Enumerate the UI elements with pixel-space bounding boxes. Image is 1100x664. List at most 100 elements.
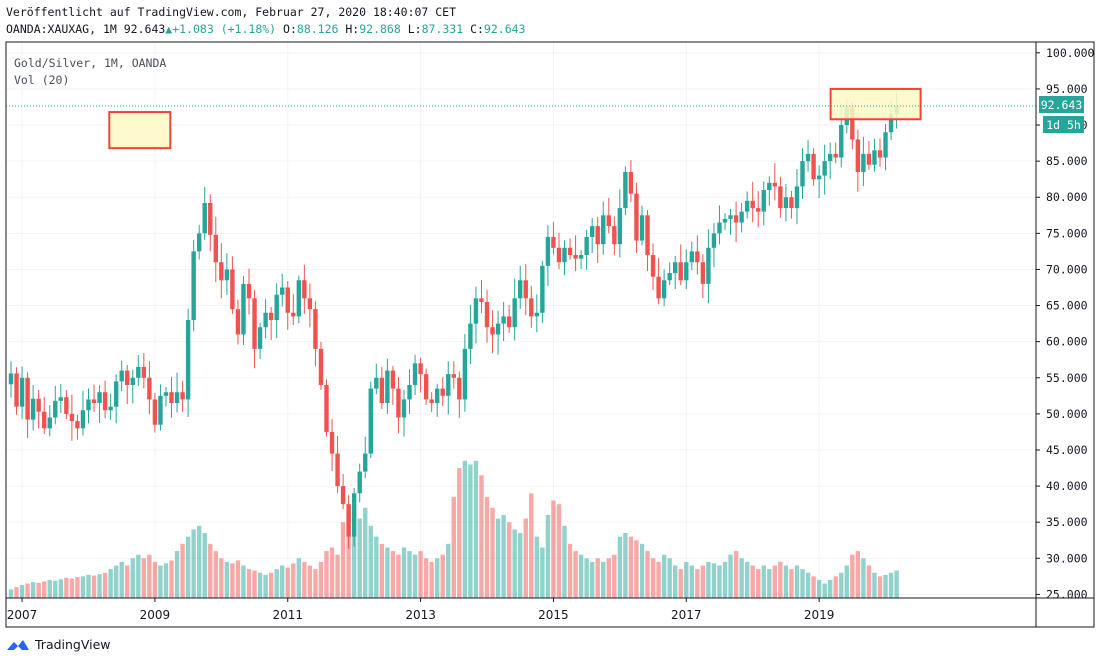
candle-body (512, 298, 517, 328)
volume-bar (241, 565, 246, 598)
volume-bar (396, 554, 401, 598)
candle-body (789, 197, 794, 209)
volume-bar (490, 507, 495, 598)
candle-body (645, 215, 650, 256)
brand-label: TradingView (35, 637, 111, 652)
candle-body (285, 287, 290, 313)
volume-bar (401, 547, 407, 598)
footer-brand[interactable]: TradingView (6, 637, 111, 652)
candle-body (169, 392, 174, 404)
x-axis-ticks: 2007 2009 2011 2013 2015 2017 2019 (7, 598, 834, 622)
volume-bar (822, 583, 827, 598)
volume-bar (180, 543, 185, 598)
candle-body (473, 298, 479, 324)
volume-bar (617, 536, 623, 598)
volume-bar (667, 558, 672, 598)
candle-body (661, 280, 667, 299)
candle-body (490, 327, 495, 335)
candle-body (324, 384, 329, 432)
volume-bar (385, 547, 390, 598)
volume-bar (274, 569, 279, 598)
volume-bar (540, 547, 545, 598)
volume-bars (8, 460, 899, 598)
volume-bar (136, 554, 141, 598)
candle-body (30, 398, 36, 420)
candle-body (540, 265, 545, 313)
candle-body (274, 294, 279, 320)
volume-bar (645, 551, 650, 598)
indicator-title[interactable]: Vol (20) (14, 73, 70, 87)
candle-body (241, 283, 246, 335)
candle-body (19, 377, 25, 407)
volume-bar (246, 569, 252, 598)
candle-body (601, 215, 606, 245)
volume-bar (174, 551, 180, 598)
volume-bar (368, 525, 373, 598)
candle-body (639, 215, 645, 241)
candle-body (97, 392, 102, 404)
candle-body (523, 280, 528, 299)
candle-body (711, 233, 717, 248)
volume-bar (47, 579, 52, 598)
symbol-label: OANDA:XAUXAG, (6, 22, 97, 36)
candle-body (800, 161, 805, 187)
volume-bar (412, 554, 418, 598)
open-value: 88.126 (296, 22, 339, 36)
candle-body (113, 381, 119, 407)
volume-bar (573, 551, 578, 598)
volume-bar (351, 536, 357, 598)
candle-body (529, 298, 534, 317)
candle-body (235, 309, 241, 335)
candle-body (108, 406, 113, 411)
volume-bar (69, 578, 75, 598)
candle-body (58, 397, 64, 401)
candle-body (213, 234, 218, 263)
volume-bar (158, 565, 163, 598)
candle-body (158, 395, 163, 425)
candle-body (883, 132, 888, 158)
tradingview-logo-icon (7, 639, 29, 650)
axes (5, 41, 1095, 628)
x-tick-label: 2011 (272, 608, 303, 622)
volume-bar (844, 565, 849, 598)
candle-body (888, 113, 894, 133)
volume-bar (650, 558, 656, 598)
candle-body (612, 226, 617, 245)
volume-bar (722, 561, 728, 598)
candle-body (556, 247, 562, 263)
y-tick-label: 75.000 (1046, 226, 1088, 240)
volume-bar (612, 554, 617, 598)
candle-body (429, 399, 434, 404)
volume-bar (750, 565, 755, 598)
candle-body (291, 312, 296, 317)
candle-body (595, 226, 600, 245)
candle-body (434, 388, 440, 404)
candle-body (462, 348, 468, 400)
volume-bar (756, 569, 761, 598)
candle-body (733, 215, 739, 223)
volume-bar (302, 561, 307, 598)
candle-body (136, 366, 141, 378)
volume-bar (268, 572, 274, 598)
candle-body (667, 273, 672, 281)
candle-body (91, 399, 97, 404)
candle-body (728, 215, 733, 219)
volume-bar (224, 561, 230, 598)
volume-bar (512, 529, 517, 598)
candle-body (374, 377, 379, 389)
volume-bar (108, 569, 113, 598)
candle-body (119, 370, 124, 382)
candle-body (877, 150, 883, 158)
volume-bar (91, 575, 97, 598)
y-tick-label: 95.000 (1046, 82, 1088, 96)
candle-body (567, 247, 573, 256)
candle-body (623, 171, 628, 209)
candle-body (418, 363, 423, 375)
candle-body (695, 251, 700, 263)
volume-bar (185, 536, 191, 598)
candle-body (772, 182, 778, 187)
volume-bar (733, 551, 739, 598)
series-title[interactable]: Gold/Silver, 1M, OANDA (14, 56, 167, 70)
volume-bar (678, 569, 683, 598)
